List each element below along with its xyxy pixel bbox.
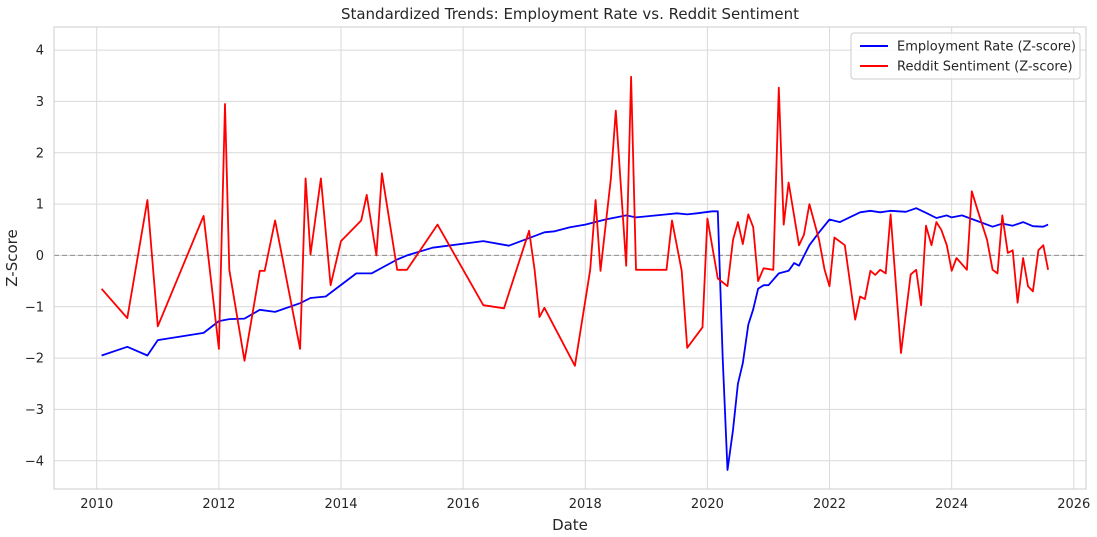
legend-entry-label: Reddit Sentiment (Z-score) [897,60,1073,75]
y-tick-label: −4 [25,454,44,469]
x-tick-label: 2014 [324,497,357,512]
x-tick-label: 2012 [202,497,235,512]
y-tick-label: 2 [36,146,44,161]
x-tick-label: 2024 [935,497,968,512]
plot-frame [53,26,1087,490]
y-axis-label: Z-Score [3,229,21,286]
y-tick-label: 3 [36,95,44,110]
x-tick-label: 2022 [813,497,846,512]
y-tick-label: 0 [36,249,44,264]
series-layer [100,75,1049,471]
y-tick-label: −1 [25,300,44,315]
x-tick-label: 2018 [569,497,602,512]
x-axis-label: Date [552,516,588,534]
y-tick-label: 1 [36,198,44,213]
x-tick-label: 2026 [1057,497,1090,512]
x-tick-label: 2016 [447,497,480,512]
y-tick-label: 4 [36,44,44,59]
x-tick-labels: 2010 2012 2014 2016 2018 2020 2022 2024 2026 [80,497,1090,512]
y-tick-labels: −4 −3 −2 −1 0 1 2 3 4 [25,44,44,470]
x-tick-label: 2020 [691,497,724,512]
y-tick-label: −3 [25,403,44,418]
legend: Employment Rate (Z-score) Reddit Sentimen… [850,32,1081,80]
legend-box [850,32,1081,80]
y-tick-label: −2 [25,352,44,367]
reddit-sentiment-series-line [100,75,1049,367]
chart-title: Standardized Trends: Employment Rate vs.… [341,5,799,23]
x-tick-label: 2010 [80,497,113,512]
legend-entry-label: Employment Rate (Z-score) [897,40,1076,55]
employment-rate-series-line [101,207,1049,471]
